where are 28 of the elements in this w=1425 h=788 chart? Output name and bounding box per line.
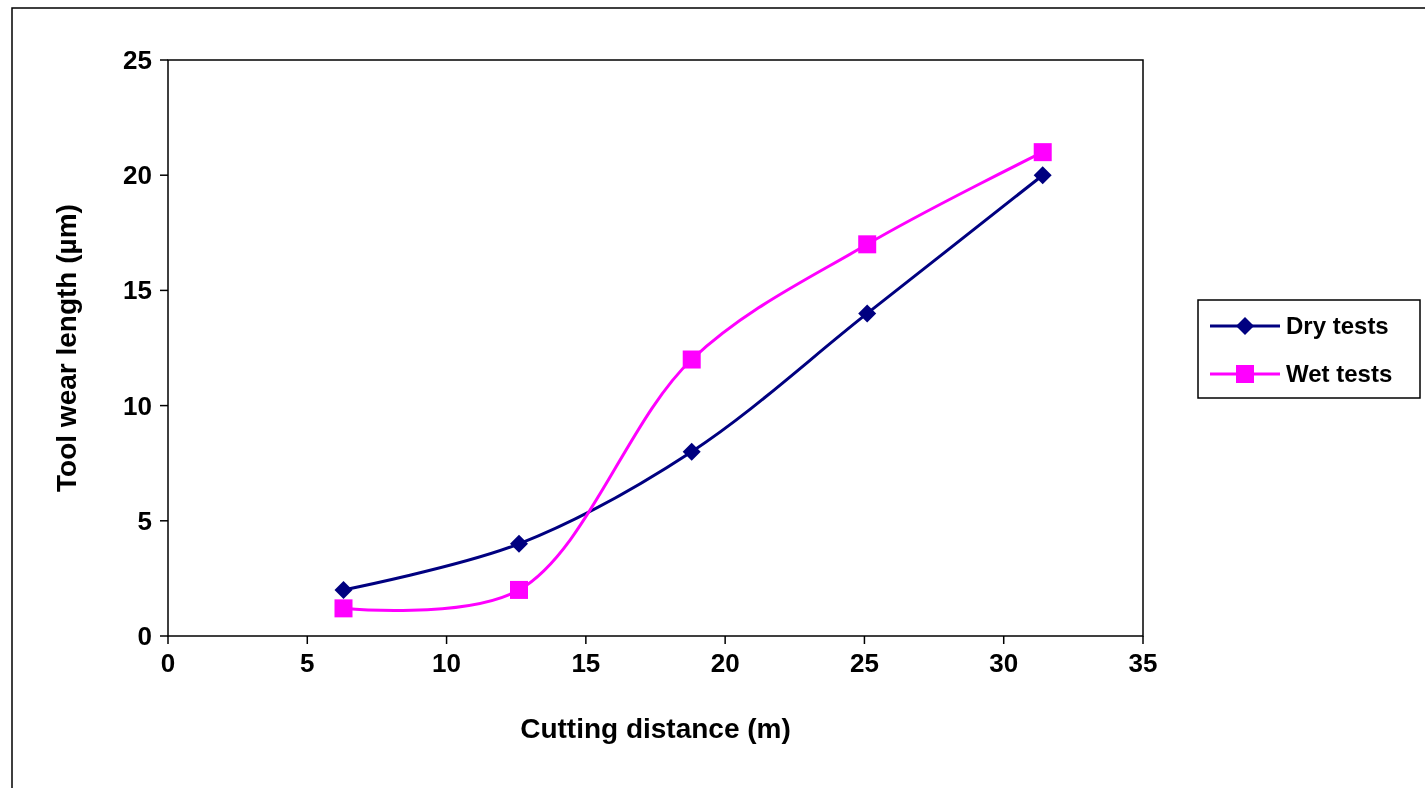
point [858,304,877,323]
point [682,442,701,461]
y-tick-label: 10 [123,390,152,421]
x-axis-title: Cutting distance (m) [520,713,791,744]
y-tick-label: 25 [123,45,152,75]
x-tick-label: 35 [1128,648,1158,678]
x-tick-label: 30 [989,648,1019,678]
x-tick-label: 25 [849,648,879,678]
x-tick-label: 0 [160,648,176,678]
y-axis-title: Tool wear length (µm) [51,204,82,492]
point [334,599,353,618]
point [510,580,528,599]
y-tick-label: 0 [137,621,152,651]
x-tick-label: 20 [710,648,740,678]
y-tick-label: 20 [123,160,152,191]
legend-label: Dry tests [1286,312,1389,339]
point [1033,166,1052,185]
point [510,534,528,553]
y-tick-label: 15 [123,275,152,306]
y-tick-label: 5 [137,505,152,536]
legend-label: Wet tests [1286,360,1393,387]
point [682,350,701,369]
x-tick-label: 15 [571,648,601,678]
x-tick-label: 10 [432,648,462,678]
point [334,580,353,599]
point [1033,143,1052,162]
x-tick-label: 5 [300,648,315,678]
point [858,235,877,254]
